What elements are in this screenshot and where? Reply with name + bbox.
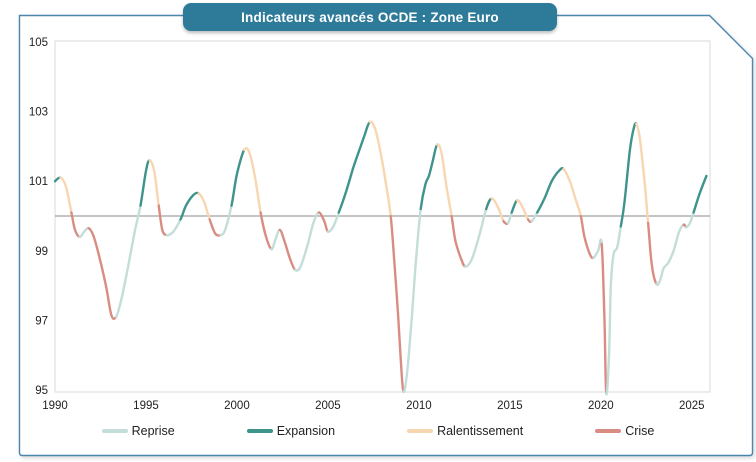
legend-label-crise: Crise (625, 424, 655, 438)
chart-legend: Reprise Expansion Ralentissement Crise (0, 424, 756, 438)
curve-segment (337, 120, 371, 214)
curve-segment (419, 143, 439, 211)
curve-segment (294, 211, 320, 272)
curve-segment (139, 159, 151, 207)
curve-segment (515, 199, 530, 221)
x-tick-label: 1995 (133, 400, 159, 412)
legend-swatch-reprise (101, 429, 128, 433)
curve-segment (562, 167, 582, 218)
legend-swatch-ralentissement (407, 429, 434, 433)
curve-segment (208, 218, 222, 237)
curve-segment (278, 228, 297, 272)
curve-segment (685, 211, 695, 229)
curve-segment (317, 211, 330, 233)
curve-segment (197, 192, 211, 221)
curve-segment (179, 191, 200, 221)
curve-segment (157, 204, 169, 237)
curve-segment (635, 122, 650, 225)
curve-segment (219, 204, 233, 237)
curve-segment (270, 228, 281, 251)
y-tick-label: 103 (29, 107, 48, 119)
panel-border (18, 14, 754, 457)
y-tick-label: 105 (29, 37, 48, 49)
y-tick-label: 97 (35, 315, 48, 327)
curve-segment (70, 211, 81, 239)
curve-segment (243, 147, 262, 214)
curve-segment (389, 214, 405, 393)
curve-segment (646, 221, 658, 286)
cli-curve (53, 120, 708, 396)
curve-segment (655, 223, 685, 287)
curve-segment (78, 226, 90, 239)
curve-segment (536, 167, 565, 214)
x-tick-label: 2010 (406, 400, 432, 412)
curve-segment (114, 204, 142, 319)
curve-segment (230, 148, 246, 207)
curve-segment (368, 120, 392, 218)
x-tick-label: 2000 (224, 400, 250, 412)
y-tick-label: 95 (35, 385, 48, 397)
y-axis-labels: 105 103 101 99 97 95 (29, 37, 48, 397)
curve-segment (326, 211, 340, 234)
legend-label-ralentissement: Ralentissement (437, 424, 524, 438)
x-tick-label: 2015 (497, 400, 523, 412)
legend-label-reprise: Reprise (131, 424, 175, 438)
x-tick-label: 2025 (679, 400, 705, 412)
legend-item-crise: Crise (595, 424, 654, 438)
x-tick-label: 2005 (315, 400, 341, 412)
chart-title: Indicateurs avancés OCDE : Zone Euro (241, 9, 499, 25)
x-tick-label: 1990 (42, 400, 68, 412)
y-tick-label: 101 (29, 176, 48, 188)
curve-segment (579, 214, 595, 260)
curve-segment (165, 218, 182, 237)
curve-segment (490, 197, 505, 223)
curve-segment (600, 242, 608, 395)
curve-segment (59, 176, 73, 214)
y-tick-label: 99 (35, 246, 48, 258)
legend-item-expansion: Expansion (246, 424, 336, 438)
curve-segment (148, 159, 160, 207)
curve-segment (464, 207, 488, 268)
legend-label-expansion: Expansion (276, 424, 336, 438)
curve-segment (435, 143, 453, 218)
curve-segment (619, 122, 638, 228)
x-axis-labels: 1990 1995 2000 2005 2010 2015 2020 2025 (42, 400, 704, 412)
legend-swatch-expansion (246, 429, 273, 433)
curve-segment (592, 238, 603, 259)
curve-segment (692, 174, 708, 214)
legend-swatch-crise (595, 429, 622, 433)
curve-segment (402, 207, 422, 394)
curve-segment (87, 227, 118, 320)
curve-segment (259, 211, 273, 251)
curve-segment (450, 214, 467, 268)
legend-item-ralentissement: Ralentissement (407, 424, 523, 438)
legend-item-reprise: Reprise (101, 424, 175, 438)
x-tick-label: 2020 (588, 400, 614, 412)
chart-title-badge: Indicateurs avancés OCDE : Zone Euro (183, 3, 557, 31)
curve-segment (605, 225, 622, 396)
